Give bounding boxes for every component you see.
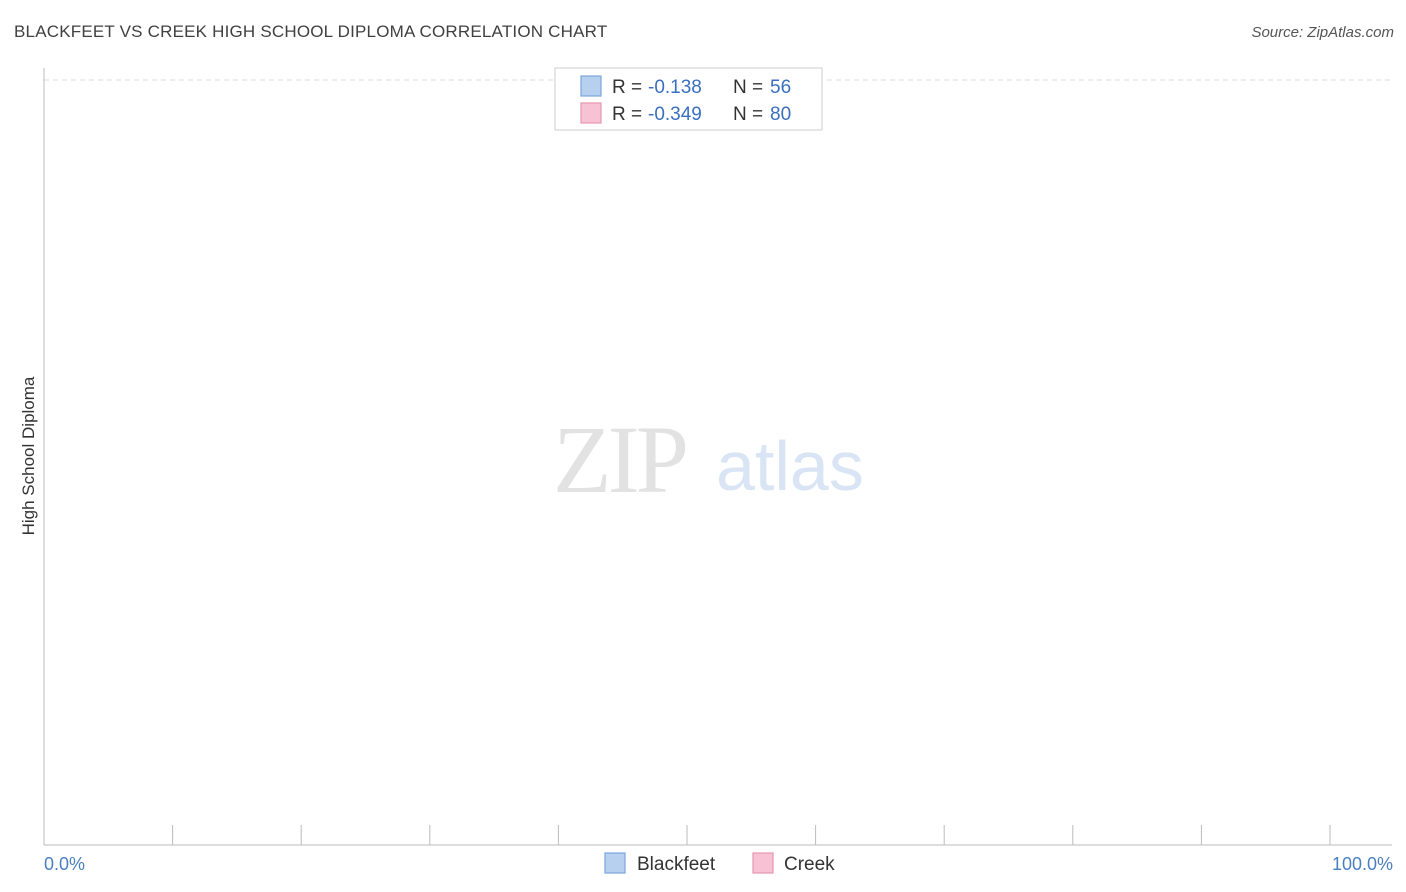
stats-legend-n-label-1: N = (733, 77, 763, 98)
stats-legend-n-value-2: 80 (770, 104, 791, 125)
stats-legend-r-value-1: -0.138 (648, 77, 702, 98)
stats-legend: R = -0.138 N = 56 R = -0.349 N = 80 (554, 67, 823, 131)
bottom-legend-swatch-creek (752, 852, 774, 874)
stats-legend-swatch-blackfeet (580, 75, 602, 97)
bottom-legend-swatch-blackfeet (604, 852, 626, 874)
x-tick-label-1: 100.0% (1332, 854, 1393, 874)
tick-labels: 70.0%80.0%90.0%100.0%0.0%100.0% (44, 854, 1393, 874)
bottom-legend-label-blackfeet: Blackfeet (637, 854, 716, 875)
stats-legend-n-value-1: 56 (770, 77, 791, 98)
stats-legend-r-label-1: R = (612, 77, 642, 98)
axis-layer (43, 68, 1392, 846)
watermark-atlas: atlas (716, 427, 864, 505)
y-axis-title: High School Diploma (19, 376, 38, 535)
stats-legend-r-value-2: -0.349 (648, 104, 702, 125)
bottom-legend-label-creek: Creek (784, 854, 835, 875)
bottom-legend: Blackfeet Creek (604, 852, 835, 875)
stats-legend-swatch-creek (580, 102, 602, 124)
stats-legend-n-label-2: N = (733, 104, 763, 125)
watermark-zip: ZIP (553, 406, 686, 513)
stats-legend-r-label-2: R = (612, 104, 642, 125)
x-tick-label-0: 0.0% (44, 854, 85, 874)
chart-source: Source: ZipAtlas.com (1251, 24, 1394, 41)
chart-title: BLACKFEET VS CREEK HIGH SCHOOL DIPLOMA C… (14, 22, 608, 41)
watermark: ZIP atlas (553, 406, 864, 513)
